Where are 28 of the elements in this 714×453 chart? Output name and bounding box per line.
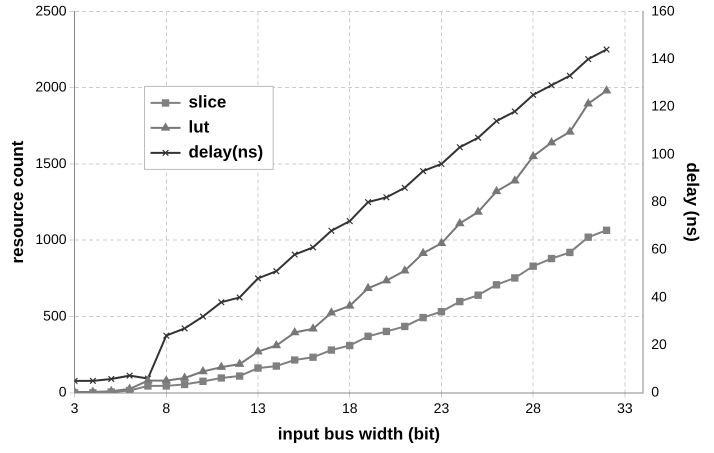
x-tick-label: 23: [434, 400, 450, 416]
y-axis-title: resource count: [8, 140, 27, 264]
y-tick-label: 2500: [35, 2, 67, 18]
legend-label: delay(ns): [188, 142, 264, 162]
x-tick-label: 8: [162, 400, 170, 416]
x-tick-label: 33: [617, 400, 633, 416]
y-tick-label: 1500: [35, 154, 67, 171]
y2-tick-label: 80: [651, 192, 668, 209]
y2-axis-title: delay (ns): [683, 162, 702, 242]
y-tick-label: 2000: [35, 78, 67, 95]
y2-tick-label: 20: [651, 336, 668, 352]
y-tick-label: 0: [58, 384, 67, 400]
y2-tick-label: 60: [651, 240, 668, 257]
y2-tick-label: 0: [651, 384, 660, 400]
y2-tick-label: 40: [651, 288, 668, 304]
legend-label: lut: [188, 118, 210, 137]
y2-tick-label: 160: [651, 2, 675, 18]
legend-label: slice: [188, 92, 226, 112]
x-tick-label: 13: [250, 400, 266, 416]
x-axis-title: input bus width (bit): [278, 424, 440, 444]
y-tick-label: 500: [43, 307, 67, 324]
x-tick-label: 3: [70, 400, 79, 416]
x-tick-label: 18: [342, 400, 358, 416]
y2-tick-label: 100: [651, 145, 675, 162]
y2-tick-label: 140: [651, 50, 675, 66]
y2-tick-label: 120: [651, 98, 675, 114]
x-tick-label: 28: [525, 400, 542, 416]
y-tick-label: 1000: [35, 231, 67, 248]
